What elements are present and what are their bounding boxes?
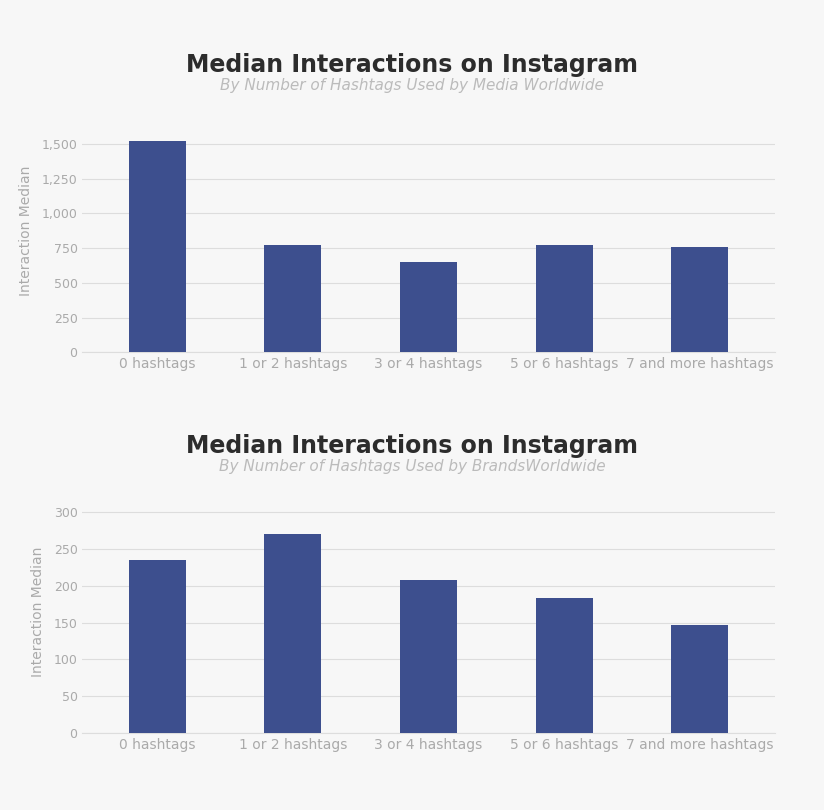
Bar — [536, 598, 592, 733]
Bar — [129, 560, 185, 733]
Text: By Number of Hashtags Used by Media Worldwide: By Number of Hashtags Used by Media Worl… — [220, 78, 604, 93]
Bar — [265, 245, 321, 352]
Y-axis label: Interaction Median: Interaction Median — [19, 166, 33, 296]
Bar — [129, 141, 185, 352]
Text: Median Interactions on Instagram: Median Interactions on Instagram — [186, 433, 638, 458]
Bar — [672, 247, 728, 352]
Text: Median Interactions on Instagram: Median Interactions on Instagram — [186, 53, 638, 77]
Bar — [400, 262, 457, 352]
Bar — [536, 245, 592, 352]
Y-axis label: Interaction Median: Interaction Median — [31, 547, 45, 676]
Bar — [265, 535, 321, 733]
Bar — [672, 625, 728, 733]
Text: By Number of Hashtags Used by BrandsWorldwide: By Number of Hashtags Used by BrandsWorl… — [218, 458, 606, 474]
Bar — [400, 580, 457, 733]
